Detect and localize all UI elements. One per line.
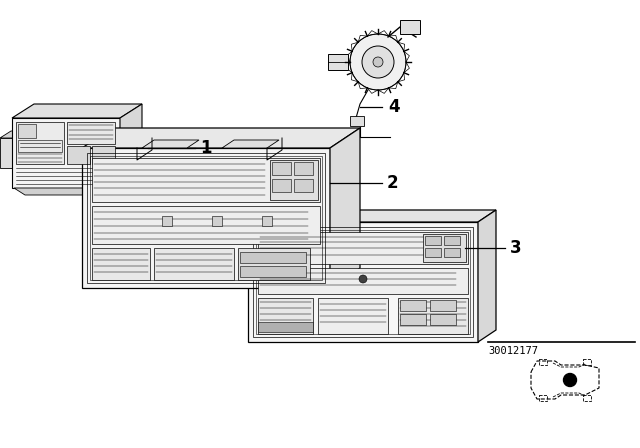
Bar (328, 54, 348, 70)
Bar (400, 300, 426, 311)
Bar (425, 236, 441, 245)
Bar (92, 206, 320, 244)
Bar (258, 232, 468, 264)
Bar (92, 158, 320, 202)
Bar (583, 359, 591, 365)
Text: 30012177: 30012177 (488, 346, 538, 356)
Text: 3: 3 (510, 239, 522, 257)
Bar (350, 116, 364, 126)
Circle shape (563, 374, 577, 387)
Text: 4: 4 (388, 98, 399, 116)
Bar (92, 248, 150, 280)
Bar (92, 146, 115, 164)
Bar (430, 314, 456, 325)
Polygon shape (478, 210, 496, 342)
Bar (444, 248, 460, 257)
Bar (583, 395, 591, 401)
Bar (18, 124, 36, 138)
Bar (400, 314, 426, 325)
Bar (425, 248, 441, 257)
Bar (423, 234, 466, 262)
Polygon shape (248, 210, 496, 222)
Circle shape (359, 275, 367, 283)
Circle shape (362, 46, 394, 78)
Bar (400, 20, 420, 34)
Bar (258, 298, 313, 334)
Polygon shape (82, 128, 360, 148)
Bar (398, 298, 468, 334)
Text: 2: 2 (387, 174, 399, 192)
Circle shape (350, 34, 406, 90)
Bar (294, 179, 313, 192)
Polygon shape (222, 140, 279, 148)
Bar (67, 122, 115, 144)
Bar (430, 300, 456, 311)
Polygon shape (248, 222, 478, 342)
Polygon shape (120, 104, 142, 188)
Polygon shape (14, 188, 129, 195)
Bar (318, 298, 388, 334)
Bar (240, 266, 306, 277)
Bar (154, 248, 234, 280)
Text: 1: 1 (200, 139, 211, 157)
Bar (253, 227, 473, 337)
Bar (240, 252, 306, 263)
Bar (18, 140, 62, 152)
Bar (67, 146, 90, 164)
Polygon shape (142, 140, 199, 148)
Bar (272, 179, 291, 192)
Circle shape (373, 57, 383, 67)
Bar (294, 162, 313, 175)
Bar (90, 156, 322, 280)
Bar (444, 236, 460, 245)
Bar (258, 322, 313, 332)
Bar (272, 162, 291, 175)
Bar (212, 216, 222, 226)
Bar (539, 359, 547, 365)
Bar (16, 122, 64, 164)
Bar (262, 216, 272, 226)
Polygon shape (330, 128, 360, 288)
Polygon shape (82, 148, 330, 288)
Bar (87, 153, 325, 283)
Bar (162, 216, 172, 226)
Polygon shape (12, 104, 142, 118)
Polygon shape (12, 118, 120, 188)
Polygon shape (0, 131, 23, 138)
Bar (539, 395, 547, 401)
Bar (270, 160, 318, 200)
Bar (256, 230, 470, 334)
Bar (238, 248, 310, 280)
Polygon shape (0, 138, 12, 168)
Bar (258, 268, 468, 294)
